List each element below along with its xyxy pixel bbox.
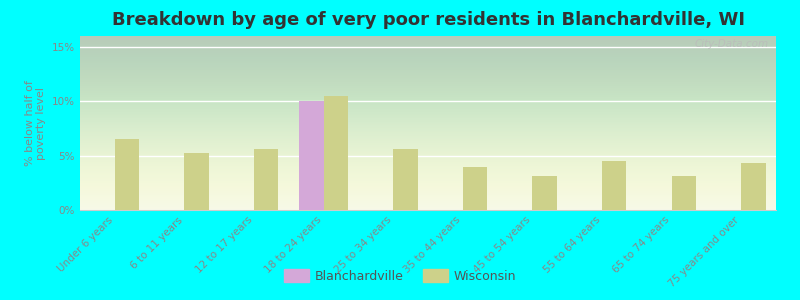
Bar	[463, 167, 487, 210]
Bar	[533, 176, 557, 210]
Bar	[185, 154, 209, 210]
Legend: Blanchardville, Wisconsin: Blanchardville, Wisconsin	[278, 264, 522, 288]
Bar	[394, 149, 418, 210]
Bar	[254, 149, 278, 210]
Text: City-Data.com: City-Data.com	[695, 40, 769, 50]
Bar	[323, 96, 348, 210]
Bar	[299, 101, 324, 210]
Title: Breakdown by age of very poor residents in Blanchardville, WI: Breakdown by age of very poor residents …	[111, 11, 745, 29]
Bar	[672, 176, 696, 210]
Bar	[602, 161, 626, 210]
Y-axis label: % below half of
poverty level: % below half of poverty level	[25, 80, 46, 166]
Bar	[115, 139, 139, 210]
Bar	[742, 163, 766, 210]
